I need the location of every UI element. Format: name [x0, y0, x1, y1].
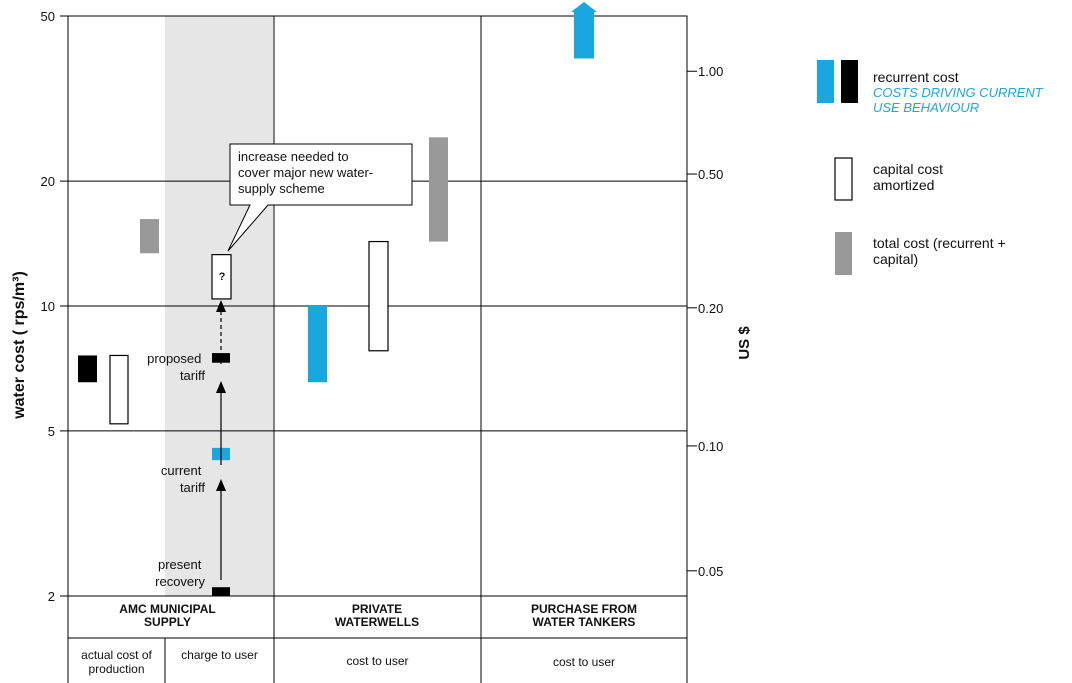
legend-swatch-total	[835, 232, 852, 275]
y2-tick-label: 0.20	[698, 301, 723, 316]
y2-tick-label: 0.05	[698, 564, 723, 579]
y-axis-label: water cost ( rps/m³)	[11, 271, 28, 420]
bar-recurrent-0	[78, 355, 97, 383]
y2-tick-label: 1.00	[698, 64, 723, 79]
y-tick-label: 20	[41, 174, 55, 189]
bar-capital-8	[368, 240, 389, 352]
bar-capital-6	[211, 254, 232, 300]
legend-swatches	[817, 60, 858, 275]
y-tick-label: 10	[41, 299, 55, 314]
legend-capital-label: capital cost amortized	[873, 161, 944, 193]
bar-recurrent-10	[571, 2, 597, 59]
legend-recurrent-text: recurrent cost	[873, 69, 959, 85]
bar-capital-1	[109, 354, 129, 425]
bar-total-9	[429, 137, 448, 242]
y2-tick-label: 0.10	[698, 439, 723, 454]
subheader-actual-cost: actual cost of production	[81, 648, 152, 676]
y-tick-label: 2	[48, 589, 55, 604]
bar-recurrent-5	[212, 353, 230, 363]
legend-recurrent-label: recurrent cost COSTS DRIVING CURRENT USE…	[873, 69, 1068, 115]
y2-axis: 0.05 0.10 0.20 0.50 1.00	[687, 64, 723, 579]
question-mark: ?	[219, 271, 226, 283]
header-amc-municipal-supply: AMC MUNICIPAL SUPPLY	[119, 602, 216, 629]
label-proposed-tariff: proposed tariff	[147, 351, 205, 383]
callout: increase needed to cover major new water…	[227, 143, 413, 252]
arrowhead-proposed	[216, 381, 226, 393]
y-axis: 2 5 10 20 50	[41, 9, 68, 604]
bar-recurrent-7	[308, 306, 327, 383]
arrows-layer	[216, 300, 226, 580]
subheader-private-cost: cost to user	[346, 654, 409, 668]
bar-recurrent-3	[212, 587, 230, 596]
label-present-recovery: present recovery	[155, 557, 205, 589]
header-water-tankers: PURCHASE FROM WATER TANKERS	[530, 602, 637, 629]
header-private-waterwells: PRIVATE WATERWELLS	[334, 602, 420, 629]
legend-total-label: total cost (recurrent + capital)	[873, 235, 1006, 267]
legend-swatch-blue	[817, 60, 834, 103]
bars-layer	[78, 2, 597, 596]
legend-recurrent-sub: COSTS DRIVING CURRENT USE BEHAVIOUR	[873, 85, 1043, 115]
label-current-tariff: current tariff	[161, 463, 205, 495]
callout-text: increase needed to cover major new water…	[238, 149, 377, 196]
subheader-tanker-cost: cost to user	[552, 655, 616, 669]
bar-total-2	[140, 219, 159, 254]
y-tick-label: 50	[41, 9, 55, 24]
callout-bubble	[227, 143, 413, 252]
arrowhead-current	[216, 479, 226, 491]
subheader-charge-to-user: charge to user	[181, 648, 258, 662]
legend-swatch-capital	[834, 157, 853, 201]
legend-swatch-black	[841, 60, 858, 103]
arrowhead-increase	[216, 300, 226, 312]
y2-tick-label: 0.50	[698, 167, 723, 182]
y2-axis-label: US $	[736, 326, 753, 360]
y-tick-label: 5	[48, 424, 55, 439]
